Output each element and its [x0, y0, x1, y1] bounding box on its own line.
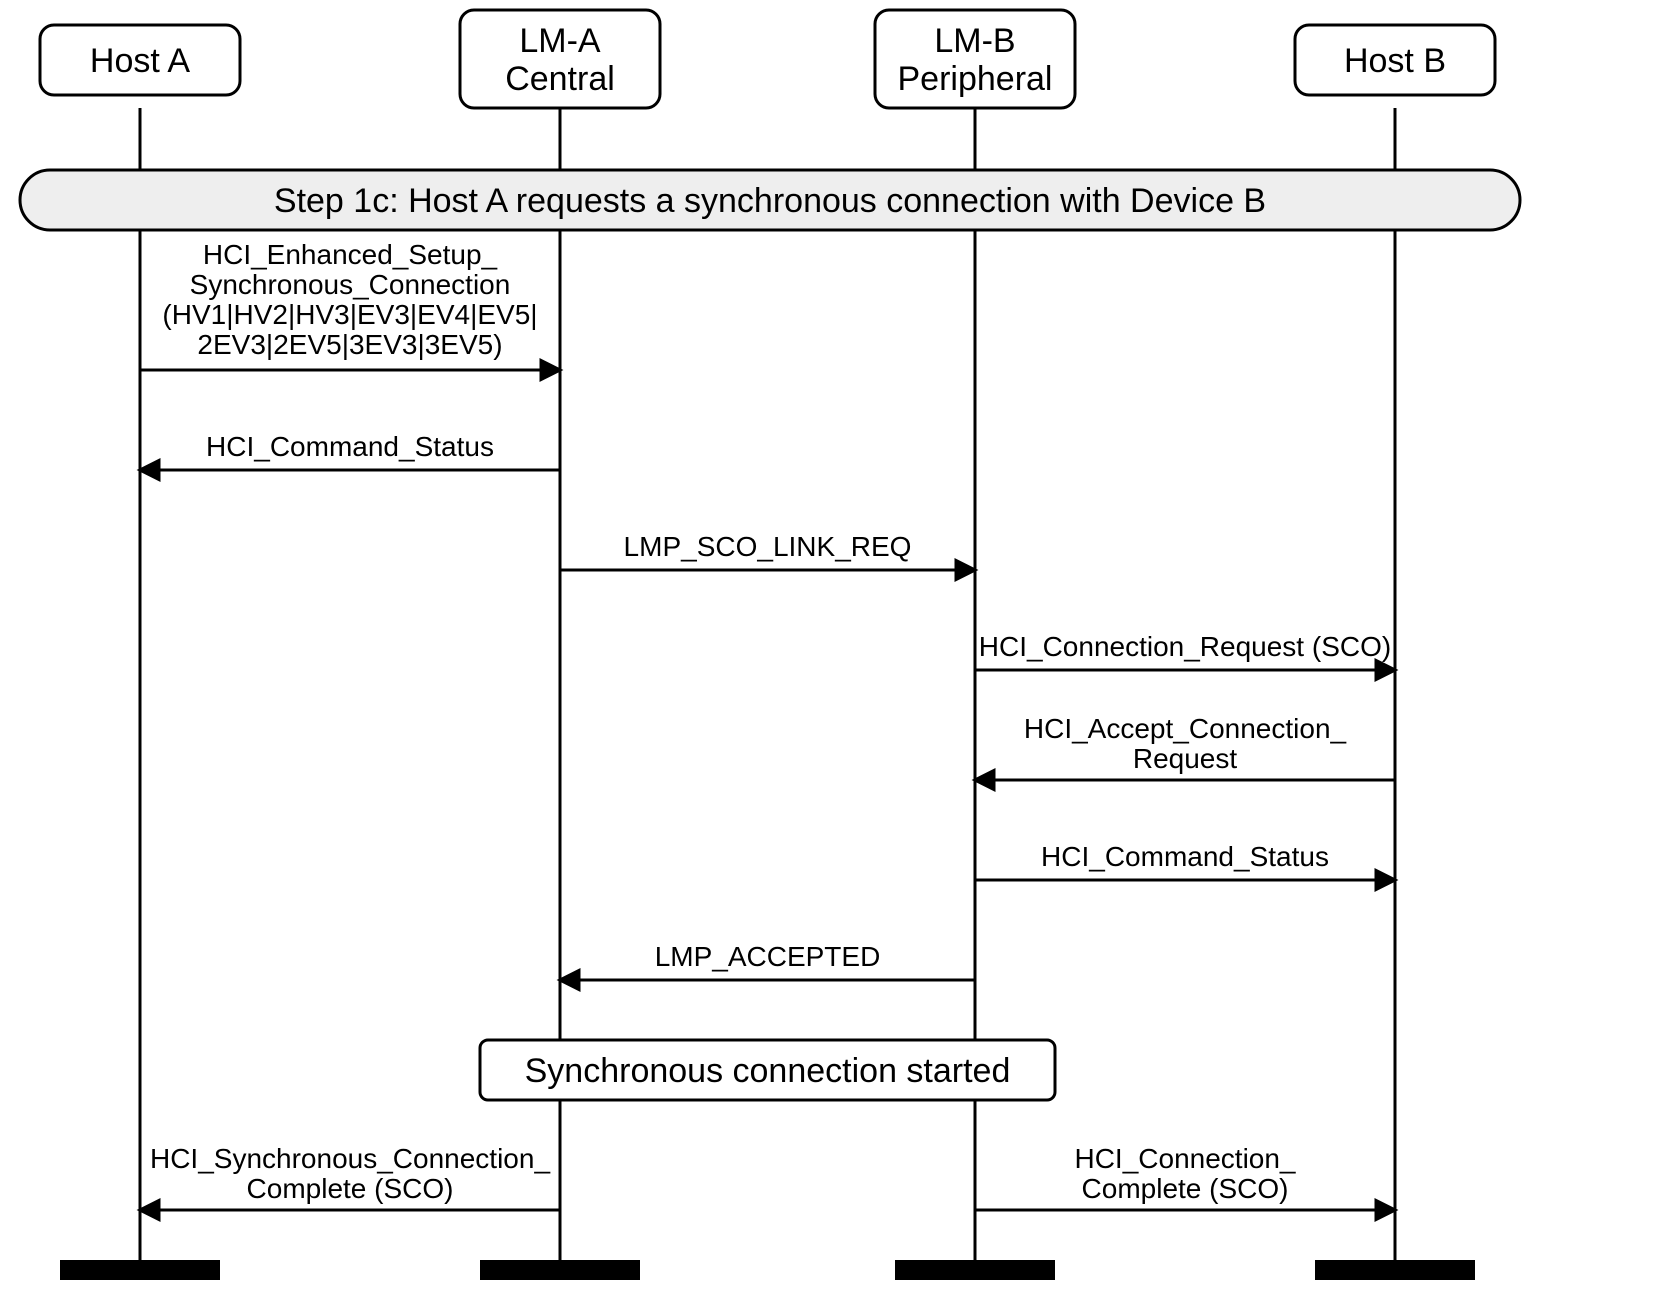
lifeline-end-hostB [1315, 1260, 1475, 1280]
message-label-m5: Request [1133, 743, 1238, 774]
message-label-m1: Synchronous_Connection [190, 269, 511, 300]
actor-label-lmB: Peripheral [898, 60, 1053, 98]
actor-label-lmA: Central [505, 60, 615, 98]
note-box-text: Synchronous connection started [525, 1052, 1011, 1090]
lifeline-end-lmA [480, 1260, 640, 1280]
step-banner-text: Step 1c: Host A requests a synchronous c… [274, 182, 1266, 220]
lifeline-end-hostA [60, 1260, 220, 1280]
actor-label-lmA: LM-A [519, 22, 601, 60]
message-label-m2: HCI_Command_Status [206, 431, 494, 462]
message-label-m8: Complete (SCO) [247, 1173, 454, 1204]
message-label-m8: HCI_Synchronous_Connection_ [150, 1143, 550, 1174]
message-label-m9: HCI_Connection_ [1074, 1143, 1295, 1174]
message-label-m3: LMP_SCO_LINK_REQ [624, 531, 912, 562]
message-label-m1: HCI_Enhanced_Setup_ [203, 239, 498, 270]
message-label-m1: (HV1|HV2|HV3|EV3|EV4|EV5| [162, 299, 537, 330]
message-label-m4: HCI_Connection_Request (SCO) [979, 631, 1391, 662]
message-label-m6: HCI_Command_Status [1041, 841, 1329, 872]
message-label-m5: HCI_Accept_Connection_ [1024, 713, 1347, 744]
message-label-m9: Complete (SCO) [1082, 1173, 1289, 1204]
lifeline-end-lmB [895, 1260, 1055, 1280]
actor-label-hostB: Host B [1344, 42, 1446, 80]
message-label-m7: LMP_ACCEPTED [655, 941, 881, 972]
actor-label-hostA: Host A [90, 42, 190, 80]
message-label-m1: 2EV3|2EV5|3EV3|3EV5) [197, 329, 502, 360]
actor-label-lmB: LM-B [934, 22, 1015, 60]
